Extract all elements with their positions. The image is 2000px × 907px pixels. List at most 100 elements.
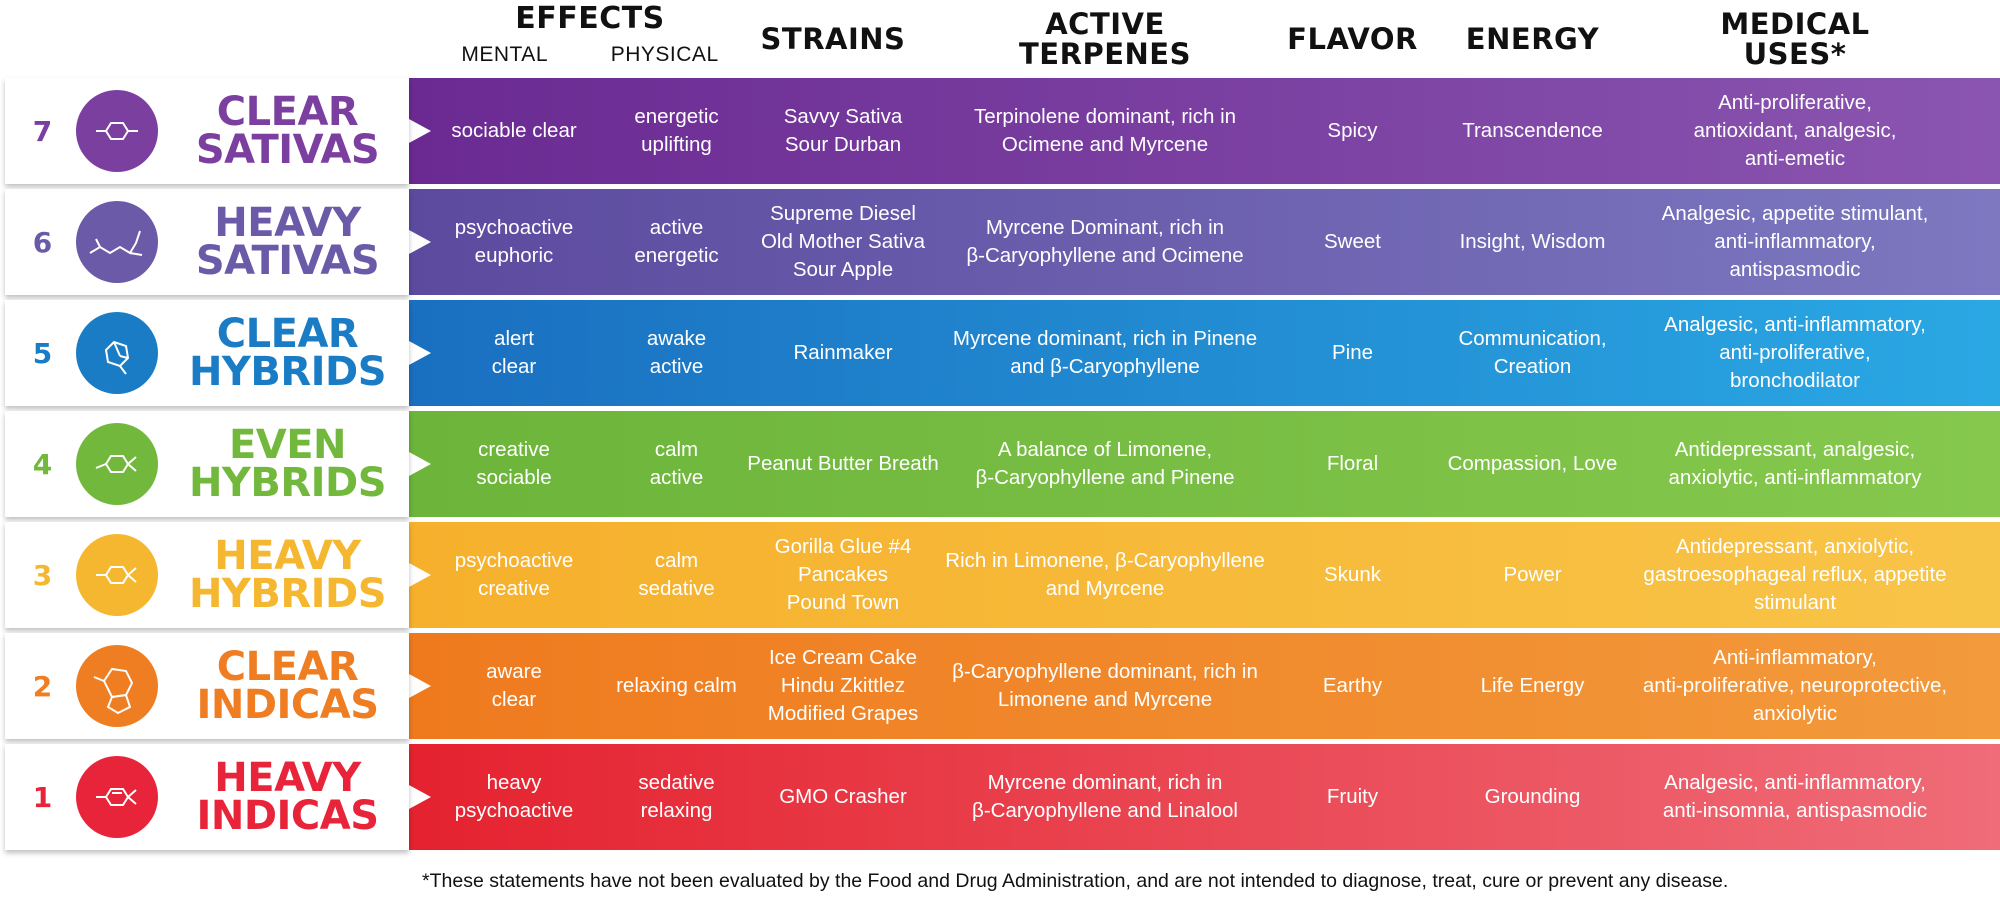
category-band: psychoactive euphoric active energetic Sup… [409,189,2000,295]
physical-cell: sedative relaxing [594,744,759,850]
physical-cell: active energetic [594,189,759,295]
flavor-text: Earthy [1322,674,1383,697]
flavor-cell: Fruity [1270,744,1435,850]
medical-cell: Anti-inflammatory, anti-proliferative, n… [1630,633,1960,739]
category-row: heavy psychoactive sedative relaxing GMO C… [0,744,2000,850]
category-label-panel: 6 HEAVY SATIVAS [5,189,409,295]
category-name-line: SATIVAS [195,238,380,284]
rank-number: 1 [32,780,53,814]
category-name: CLEAR SATIVAS [175,88,400,174]
row-pointer [409,341,431,365]
category-label-panel: 5 CLEAR HYBRIDS [5,300,409,406]
molecule-icon [76,534,158,616]
energy-text: Transcendence [1462,119,1603,142]
category-name-line: HYBRIDS [188,571,387,617]
terpenes-text: Myrcene Dominant, rich in β-Caryophyllen… [966,216,1244,267]
flavor-cell: Sweet [1270,189,1435,295]
medical-cell: Analgesic, anti-inflammatory, anti-insom… [1630,744,1960,850]
category-row: alert clear awake active Rainmaker Myrcene … [0,300,2000,406]
medical-text: Analgesic, appetite stimulant, anti-infl… [1661,202,1929,281]
category-name-line: HEAVY [214,755,361,801]
category-row: creative sociable calm active Peanut Butte… [0,411,2000,517]
mental-text: sociable clear [451,119,577,142]
medical-text: Anti-inflammatory, anti-proliferative, n… [1642,646,1948,725]
physical-text: awake active [646,327,707,378]
row-pointer [409,230,431,254]
flavor-cell: Spicy [1270,78,1435,184]
strains-cell: GMO Crasher [737,744,949,850]
mental-text: creative sociable [476,438,552,489]
category-label-panel: 3 HEAVY HYBRIDS [5,522,409,628]
rank-number: 2 [32,669,53,703]
terpenes-text: Myrcene dominant, rich in Pinene and β-C… [952,327,1258,378]
physical-cell: calm sedative [594,522,759,628]
flavor-text: Fruity [1326,785,1379,808]
energy-header-label: ENERGY [1465,22,1600,56]
category-band: heavy psychoactive sedative relaxing GMO C… [409,744,2000,850]
category-name-line: HEAVY [214,200,361,246]
flavor-cell: Pine [1270,300,1435,406]
category-name-line: INDICAS [196,793,379,839]
strains-text: Peanut Butter Breath [747,452,939,475]
physical-cell: awake active [594,300,759,406]
flavor-header: FLAVOR [1270,0,1435,78]
mental-header: MENTAL [461,43,548,66]
medical-text: Anti-proliferative, antioxidant, analges… [1693,91,1897,170]
flavor-cell: Skunk [1270,522,1435,628]
category-band: psychoactive creative calm sedative Gorill… [409,522,2000,628]
strains-text: Savvy Sativa Sour Durban [783,105,903,156]
category-name: HEAVY SATIVAS [175,199,400,285]
mental-cell: creative sociable [409,411,619,517]
category-row: sociable clear energetic uplifting Savvy S… [0,78,2000,184]
molecule-icon [76,423,158,505]
medical-cell: Antidepressant, anxiolytic, gastroesopha… [1630,522,1960,628]
flavor-text: Skunk [1324,563,1381,586]
physical-header: PHYSICAL [610,43,719,66]
mental-cell: psychoactive creative [409,522,619,628]
row-pointer [409,119,431,143]
active-terpenes-header-line1: ACTIVE [1045,7,1165,41]
molecule-icon [76,312,158,394]
strains-text: GMO Crasher [779,785,907,808]
mental-text: psychoactive euphoric [454,216,574,267]
physical-text: calm sedative [638,549,715,600]
physical-text: active energetic [634,216,719,267]
category-label-panel: 7 CLEAR SATIVAS [5,78,409,184]
row-pointer [409,563,431,587]
mental-text: aware clear [486,660,542,711]
terpenes-text: β-Caryophyllene dominant, rich in Limone… [952,660,1258,711]
energy-text: Life Energy [1480,674,1585,697]
energy-cell: Power [1430,522,1635,628]
strains-text: Gorilla Glue #4 Pancakes Pound Town [774,535,912,614]
category-name-line: CLEAR [216,311,359,357]
energy-cell: Communication, Creation [1430,300,1635,406]
physical-text: relaxing calm [616,674,737,697]
fda-disclaimer: *These statements have not been evaluate… [422,870,1729,892]
active-terpenes-header-line2: TERPENES [1019,37,1191,71]
category-band: alert clear awake active Rainmaker Myrcene … [409,300,2000,406]
physical-cell: relaxing calm [594,633,759,739]
terpenes-cell: Terpinolene dominant, rich in Ocimene an… [935,78,1275,184]
terpenes-text: Terpinolene dominant, rich in Ocimene an… [973,105,1237,156]
category-name-line: HYBRIDS [188,460,387,506]
terpenes-text: Rich in Limonene, β-Caryophyllene and My… [945,549,1265,600]
medical-uses-header-line2: USES* [1743,37,1847,71]
mental-cell: heavy psychoactive [409,744,619,850]
physical-text: sedative relaxing [638,771,715,822]
category-row: aware clear relaxing calm Ice Cream Cake H… [0,633,2000,739]
terpenes-cell: Myrcene Dominant, rich in β-Caryophyllen… [935,189,1275,295]
category-band: creative sociable calm active Peanut Butte… [409,411,2000,517]
energy-cell: Compassion, Love [1430,411,1635,517]
mental-cell: aware clear [409,633,619,739]
row-pointer [409,785,431,809]
active-terpenes-header: ACTIVE TERPENES [935,0,1275,78]
terpenes-text: A balance of Limonene, β-Caryophyllene a… [975,438,1235,489]
effects-subheaders: MENTAL PHYSICAL [430,40,750,70]
physical-text: calm active [649,438,704,489]
mental-cell: psychoactive euphoric [409,189,619,295]
mental-cell: sociable clear [409,78,619,184]
medical-text: Analgesic, anti-inflammatory, anti-proli… [1664,313,1926,392]
medical-cell: Analgesic, anti-inflammatory, anti-proli… [1630,300,1960,406]
category-name-line: INDICAS [196,682,379,728]
strains-text: Supreme Diesel Old Mother Sativa Sour Ap… [760,202,926,281]
